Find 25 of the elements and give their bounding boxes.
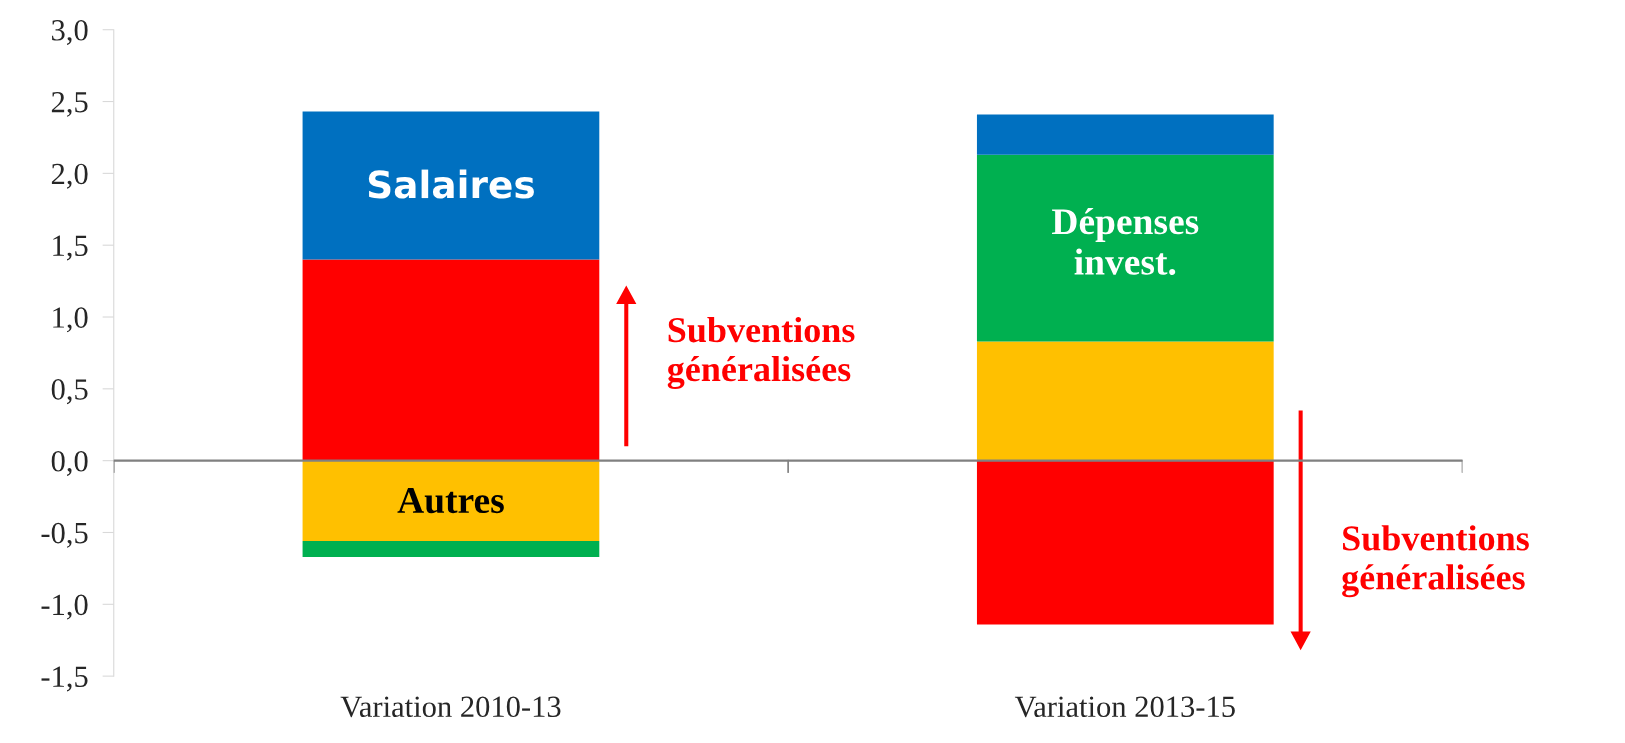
- bar: [976, 114, 1274, 155]
- y-tick-label: -1,0: [41, 594, 88, 620]
- y-tick-label: -0,5: [41, 522, 88, 548]
- bar: [302, 259, 600, 461]
- y-tick-label: 1,0: [53, 307, 88, 333]
- annotation: Subventions généralisées: [1342, 525, 1529, 598]
- bar: [976, 341, 1274, 461]
- y-tick-label: 0,0: [51, 450, 88, 476]
- bar: [976, 154, 1274, 342]
- y-tick-label: 3,0: [52, 20, 88, 46]
- bar: [302, 111, 600, 260]
- y-tick-label: 1,5: [53, 235, 88, 261]
- x-tick-label: Variation 2010-13: [340, 696, 561, 718]
- annotation: Salaires: [368, 169, 534, 199]
- bar: [302, 460, 600, 542]
- y-tick-label: 2,5: [51, 91, 88, 117]
- annotation: Dépenses invest.: [1052, 207, 1199, 276]
- bar: [976, 460, 1274, 625]
- annotation: Subventions généralisées: [667, 316, 855, 389]
- y-tick-label: -1,5: [41, 666, 88, 692]
- bar: [302, 541, 600, 557]
- y-tick-label: 0,5: [51, 379, 88, 405]
- y-tick-label: 2,0: [51, 163, 88, 189]
- annotation: Autres: [397, 488, 504, 514]
- x-tick-label: Variation 2013-15: [1014, 696, 1235, 718]
